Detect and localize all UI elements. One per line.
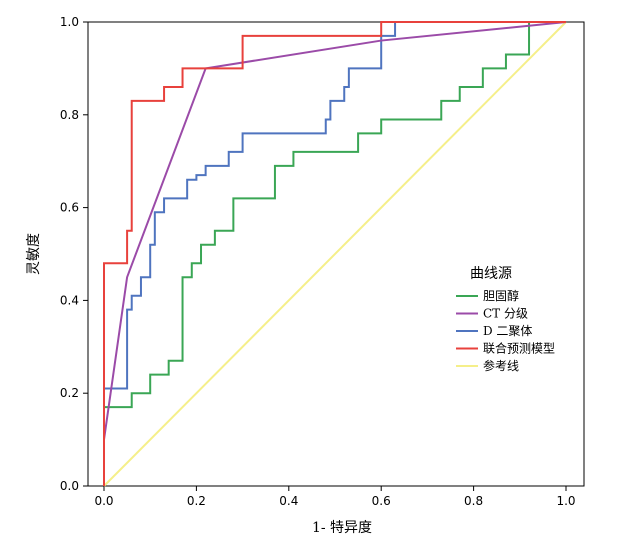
y-axis-ticks: 0.0 0.2 0.4 0.6 0.8 1.0 — [60, 15, 88, 493]
x-tick-label: 1.0 — [556, 494, 575, 508]
y-tick-label: 0.8 — [60, 108, 79, 122]
x-tick-label: 0.2 — [187, 494, 206, 508]
x-axis-title: 1- 特异度 — [312, 520, 372, 536]
series-lines — [103, 21, 567, 487]
y-tick-label: 0.0 — [60, 479, 79, 493]
x-tick-label: 0.4 — [279, 494, 298, 508]
legend-label: 联合预测模型 — [483, 341, 555, 356]
series-line-3 — [103, 21, 566, 486]
x-tick-label: 0.6 — [372, 494, 391, 508]
legend-label: D 二聚体 — [483, 324, 532, 338]
legend-label: CT 分级 — [483, 307, 528, 321]
y-tick-label: 0.2 — [60, 386, 79, 400]
y-tick-label: 1.0 — [60, 15, 79, 29]
legend-title: 曲线源 — [470, 266, 512, 282]
y-tick-label: 0.6 — [60, 201, 79, 215]
series-line-2 — [103, 21, 566, 486]
y-tick-label: 0.4 — [60, 293, 79, 307]
x-tick-label: 0.8 — [464, 494, 483, 508]
series-line-0 — [103, 21, 566, 486]
series-line-4 — [103, 21, 567, 487]
legend-label: 胆固醇 — [483, 288, 519, 303]
y-axis-title: 灵敏度 — [26, 233, 42, 275]
x-axis-ticks: 0.0 0.2 0.4 0.6 0.8 1.0 — [94, 486, 576, 508]
x-tick-label: 0.0 — [94, 494, 113, 508]
legend-label: 参考线 — [483, 358, 519, 373]
